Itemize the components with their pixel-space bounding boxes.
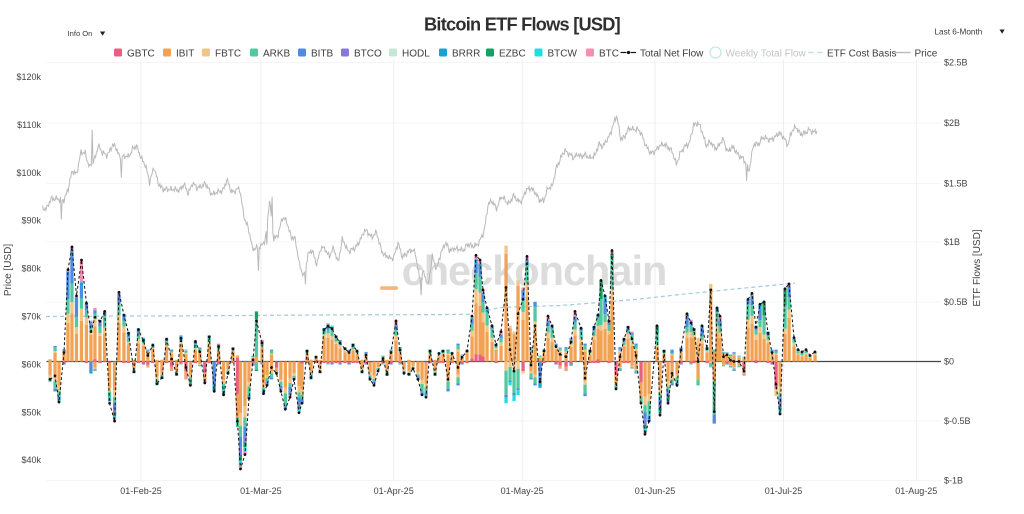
- svg-text:EZBC: EZBC: [499, 49, 526, 60]
- svg-text:Info On: Info On: [68, 29, 93, 38]
- svg-text:$2.5B: $2.5B: [944, 58, 968, 68]
- svg-text:BTCO: BTCO: [354, 49, 382, 60]
- svg-text:$-0.5B: $-0.5B: [944, 416, 971, 426]
- svg-text:ARKB: ARKB: [263, 49, 291, 60]
- svg-text:$0: $0: [944, 357, 954, 367]
- svg-text:BTC: BTC: [599, 49, 619, 60]
- svg-text:Total Net Flow: Total Net Flow: [640, 49, 704, 60]
- svg-text:$1B: $1B: [944, 237, 960, 247]
- svg-text:$2B: $2B: [944, 118, 960, 128]
- svg-text:Price: Price: [915, 49, 938, 60]
- svg-text:GBTC: GBTC: [127, 49, 155, 60]
- svg-text:IBIT: IBIT: [176, 49, 194, 60]
- svg-text:ETF Cost Basis: ETF Cost Basis: [827, 49, 896, 60]
- svg-text:$90k: $90k: [21, 216, 41, 226]
- svg-text:01-Jul-25: 01-Jul-25: [765, 486, 803, 496]
- svg-text:BTCW: BTCW: [548, 49, 578, 60]
- svg-text:01-Jun-25: 01-Jun-25: [635, 486, 676, 496]
- svg-text:HODL: HODL: [402, 49, 430, 60]
- svg-text:01-May-25: 01-May-25: [501, 486, 544, 496]
- svg-text:checkonchain: checkonchain: [402, 247, 667, 294]
- svg-text:$120k: $120k: [16, 72, 41, 82]
- svg-text:01-Feb-25: 01-Feb-25: [120, 486, 162, 496]
- svg-text:BRRR: BRRR: [452, 49, 480, 60]
- svg-text:$-1B: $-1B: [944, 476, 963, 486]
- svg-text:FBTC: FBTC: [215, 49, 241, 60]
- svg-text:Last 6-Month: Last 6-Month: [935, 28, 983, 37]
- svg-text:$70k: $70k: [21, 312, 41, 322]
- svg-text:Bitcoin ETF Flows [USD]: Bitcoin ETF Flows [USD]: [424, 15, 621, 35]
- svg-text:$0.5B: $0.5B: [944, 297, 968, 307]
- svg-text:Weekly Total Flow: Weekly Total Flow: [726, 49, 807, 60]
- svg-text:$60k: $60k: [21, 359, 41, 369]
- svg-text:ETF Flows [USD]: ETF Flows [USD]: [972, 229, 983, 306]
- svg-text:$80k: $80k: [21, 264, 41, 274]
- svg-text:$100k: $100k: [16, 168, 41, 178]
- svg-text:01-Mar-25: 01-Mar-25: [240, 486, 282, 496]
- svg-text:$40k: $40k: [21, 455, 41, 465]
- svg-text:01-Apr-25: 01-Apr-25: [374, 486, 414, 496]
- svg-text:01-Aug-25: 01-Aug-25: [895, 486, 937, 496]
- svg-text:$50k: $50k: [21, 407, 41, 417]
- svg-text:$110k: $110k: [17, 120, 41, 130]
- svg-text:$1.5B: $1.5B: [944, 179, 968, 189]
- svg-text:BITB: BITB: [311, 49, 334, 60]
- svg-text:Price [USD]: Price [USD]: [3, 244, 14, 296]
